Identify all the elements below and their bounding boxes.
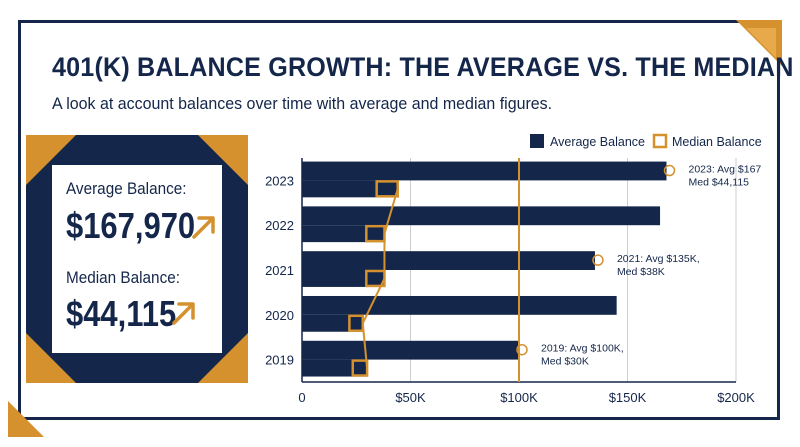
bar-average [302, 295, 617, 315]
bar-average [302, 161, 667, 181]
x-tick-label: $200K [717, 390, 755, 405]
y-tick-label: 2019 [265, 353, 294, 368]
kpi-card: Average Balance: $167,970 Median Balance… [52, 165, 222, 353]
y-tick-label: 2022 [265, 218, 294, 233]
annotation-line: 2019: Avg $100K, [541, 343, 624, 355]
annotation-line: 2021: Avg $135K, [617, 253, 700, 265]
annotation-marker [663, 164, 676, 177]
y-tick-label: 2023 [265, 173, 294, 188]
bar-median [302, 225, 385, 243]
annotation-label: 2021: Avg $135K, Med $38K [617, 253, 700, 278]
annotation-marker [592, 254, 604, 266]
x-tick-label: 0 [298, 390, 305, 405]
legend-swatch-average [530, 134, 544, 148]
legend-label-median: Median Balance [672, 135, 762, 149]
bar-median [302, 180, 398, 198]
annotation-line: Med $44,115 [688, 176, 749, 188]
y-tick-label: 2021 [265, 263, 294, 278]
annotation-label: 2019: Avg $100K, Med $30K [541, 343, 624, 368]
bar-median [302, 270, 385, 287]
kpi-panel: Average Balance: $167,970 Median Balance… [26, 135, 248, 383]
x-tick-label: $100K [500, 390, 538, 405]
annotation-line: Med $30K [541, 356, 589, 368]
corner-accent-bottom [8, 401, 44, 437]
bar-median [302, 314, 363, 332]
page-title: 401(K) BALANCE GROWTH: THE AVERAGE VS. T… [52, 52, 794, 82]
chart-legend: Average Balance Median Balance [530, 133, 762, 149]
median-trend-line [361, 188, 399, 369]
annotation-marker [516, 343, 528, 356]
x-tick-label: $150K [609, 390, 647, 405]
bar-average [302, 206, 661, 226]
bar-median [302, 359, 368, 377]
annotation-label: 2023: Avg $167,970,Med $44,115 [688, 163, 762, 188]
annotation-line: Med $38K [617, 266, 665, 278]
arrow-up-right-icon [192, 216, 215, 239]
balance-bar-chart: Average Balance Median Balance 0 $50K $100… [265, 133, 762, 405]
legend-label-average: Average Balance [550, 135, 645, 149]
corner-accent-inner [746, 28, 776, 58]
bar-average [302, 340, 519, 360]
median-balance-label: Median Balance: [66, 268, 180, 287]
average-balance-label: Average Balance: [66, 179, 187, 198]
page-subtitle: A look at account balances over time wit… [52, 94, 553, 113]
median-balance-value: $44,115 [66, 293, 177, 334]
bar-average [302, 251, 595, 270]
x-tick-label: $50K [395, 390, 426, 405]
annotation-line: 2023: Avg $167,970, [688, 163, 762, 175]
average-balance-value: $167,970 [66, 205, 196, 246]
bar-median-outline [351, 359, 369, 377]
legend-swatch-median [652, 133, 668, 149]
arrow-up-right-icon [172, 302, 195, 325]
y-tick-label: 2020 [265, 308, 294, 323]
